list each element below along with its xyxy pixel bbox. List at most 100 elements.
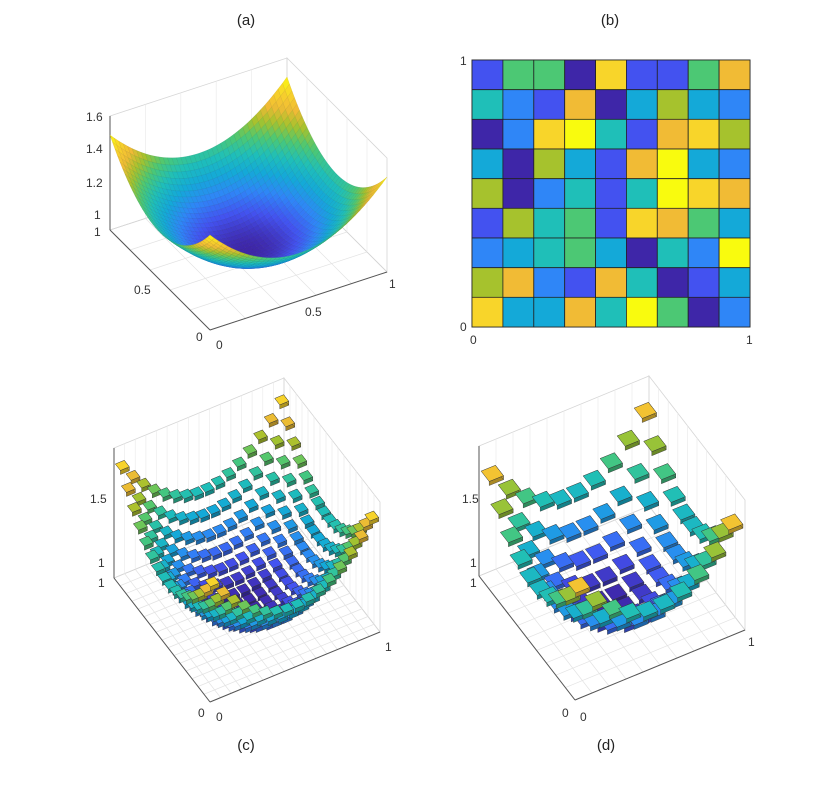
c-tile — [283, 519, 298, 530]
heatmap-cell — [656, 296, 689, 328]
d-tile — [524, 520, 548, 538]
c-tile — [168, 488, 183, 500]
d-z-tick: 1.5 — [462, 492, 479, 506]
c-tile — [255, 532, 271, 544]
c-tile — [239, 526, 254, 538]
c-tile — [279, 602, 295, 614]
heatmap-cell — [471, 237, 504, 269]
c-tile — [231, 456, 247, 468]
c-grid-line — [203, 623, 375, 695]
a-z-tick: 1 — [94, 208, 101, 222]
c-tile — [131, 491, 147, 503]
c-tile — [245, 542, 260, 554]
c-tile — [187, 576, 203, 588]
heatmap-cell — [687, 89, 720, 120]
heatmap-cell — [626, 207, 658, 239]
d-tile — [584, 590, 608, 608]
c-tile — [125, 469, 141, 481]
c-tile — [252, 586, 268, 598]
c-tile — [332, 560, 348, 572]
heatmap-cell — [502, 178, 535, 209]
d-tile — [645, 513, 669, 531]
d-tile — [672, 503, 696, 521]
heatmap-cell — [718, 178, 751, 209]
a-axis-line — [209, 271, 388, 331]
b-y-tick: 1 — [460, 54, 467, 68]
d-tile — [616, 429, 640, 447]
d-axis-line — [574, 629, 746, 701]
a-z-tick: 1.2 — [86, 176, 103, 190]
c-tile — [217, 541, 233, 553]
heatmap-cell — [626, 148, 658, 180]
heatmap-cell — [595, 237, 627, 269]
c-tile — [138, 535, 154, 547]
c-tile — [228, 535, 244, 547]
heatmap-cell — [502, 89, 535, 120]
c-tile — [156, 571, 172, 582]
c-tile — [242, 444, 258, 455]
d-x-tick: 0 — [580, 710, 587, 724]
d-tile — [655, 531, 679, 549]
c-tile — [287, 488, 303, 500]
heatmap-cell — [471, 207, 504, 239]
c-tile — [223, 557, 239, 569]
heatmap-cell — [533, 237, 566, 269]
c-tile — [274, 394, 290, 406]
c-tile — [126, 501, 142, 513]
c-tile — [272, 533, 288, 545]
d-z-tick: 1 — [470, 556, 477, 570]
heatmap-cell — [564, 148, 597, 180]
heatmap-cell — [595, 296, 627, 328]
a-y-tick: 0 — [196, 330, 203, 344]
a-grid-line — [189, 251, 368, 311]
d-tile — [582, 469, 606, 487]
b-y-tick: 0 — [460, 320, 467, 334]
c-tile — [222, 517, 238, 529]
heatmap-cell — [718, 59, 751, 91]
panel-label-c: (c) — [237, 737, 255, 754]
heatmap-cell — [656, 267, 689, 298]
heatmap-cell — [656, 59, 689, 91]
c-tile — [298, 470, 314, 481]
c-tile — [150, 561, 166, 573]
heatmap-cell — [656, 148, 689, 180]
c-tile — [263, 578, 278, 590]
b-x-tick: 0 — [470, 333, 477, 347]
heatmap-cell — [564, 118, 597, 150]
heatmap-cell — [718, 148, 751, 180]
heatmap-cell — [718, 118, 751, 150]
heatmap-cell — [626, 89, 658, 120]
heatmap-cell — [471, 296, 504, 328]
heatmap-cell — [471, 267, 504, 298]
a-z-tick: 1.6 — [86, 110, 103, 124]
heatmap-cell — [656, 118, 689, 150]
c-tile — [202, 564, 218, 576]
d-tile — [643, 435, 667, 453]
d-tile — [662, 485, 686, 503]
heatmap-cell — [502, 237, 535, 269]
a-y-tick: 1 — [94, 225, 101, 239]
c-tile — [292, 454, 308, 466]
d-tile — [490, 498, 514, 516]
d-tile — [638, 553, 662, 571]
c-tile — [254, 485, 270, 497]
heatmap-cell — [626, 59, 658, 91]
heatmap-cell — [656, 207, 689, 239]
c-grid-line — [185, 600, 357, 672]
c-grid-line — [197, 616, 369, 687]
c-tile — [247, 603, 263, 615]
c-tile — [278, 545, 294, 557]
c-tile — [265, 471, 280, 483]
d-tile — [594, 565, 618, 583]
d-grid-line — [555, 604, 726, 676]
d-tile — [558, 522, 582, 540]
d-tile — [480, 464, 504, 482]
c-tile — [211, 523, 227, 535]
heatmap-cell — [533, 59, 566, 91]
c-axis-line — [113, 577, 211, 703]
c-tile — [258, 605, 273, 617]
d-tile — [599, 452, 623, 470]
c-tile — [201, 528, 217, 540]
d-tile — [628, 536, 652, 554]
heatmap-cell — [687, 59, 720, 91]
